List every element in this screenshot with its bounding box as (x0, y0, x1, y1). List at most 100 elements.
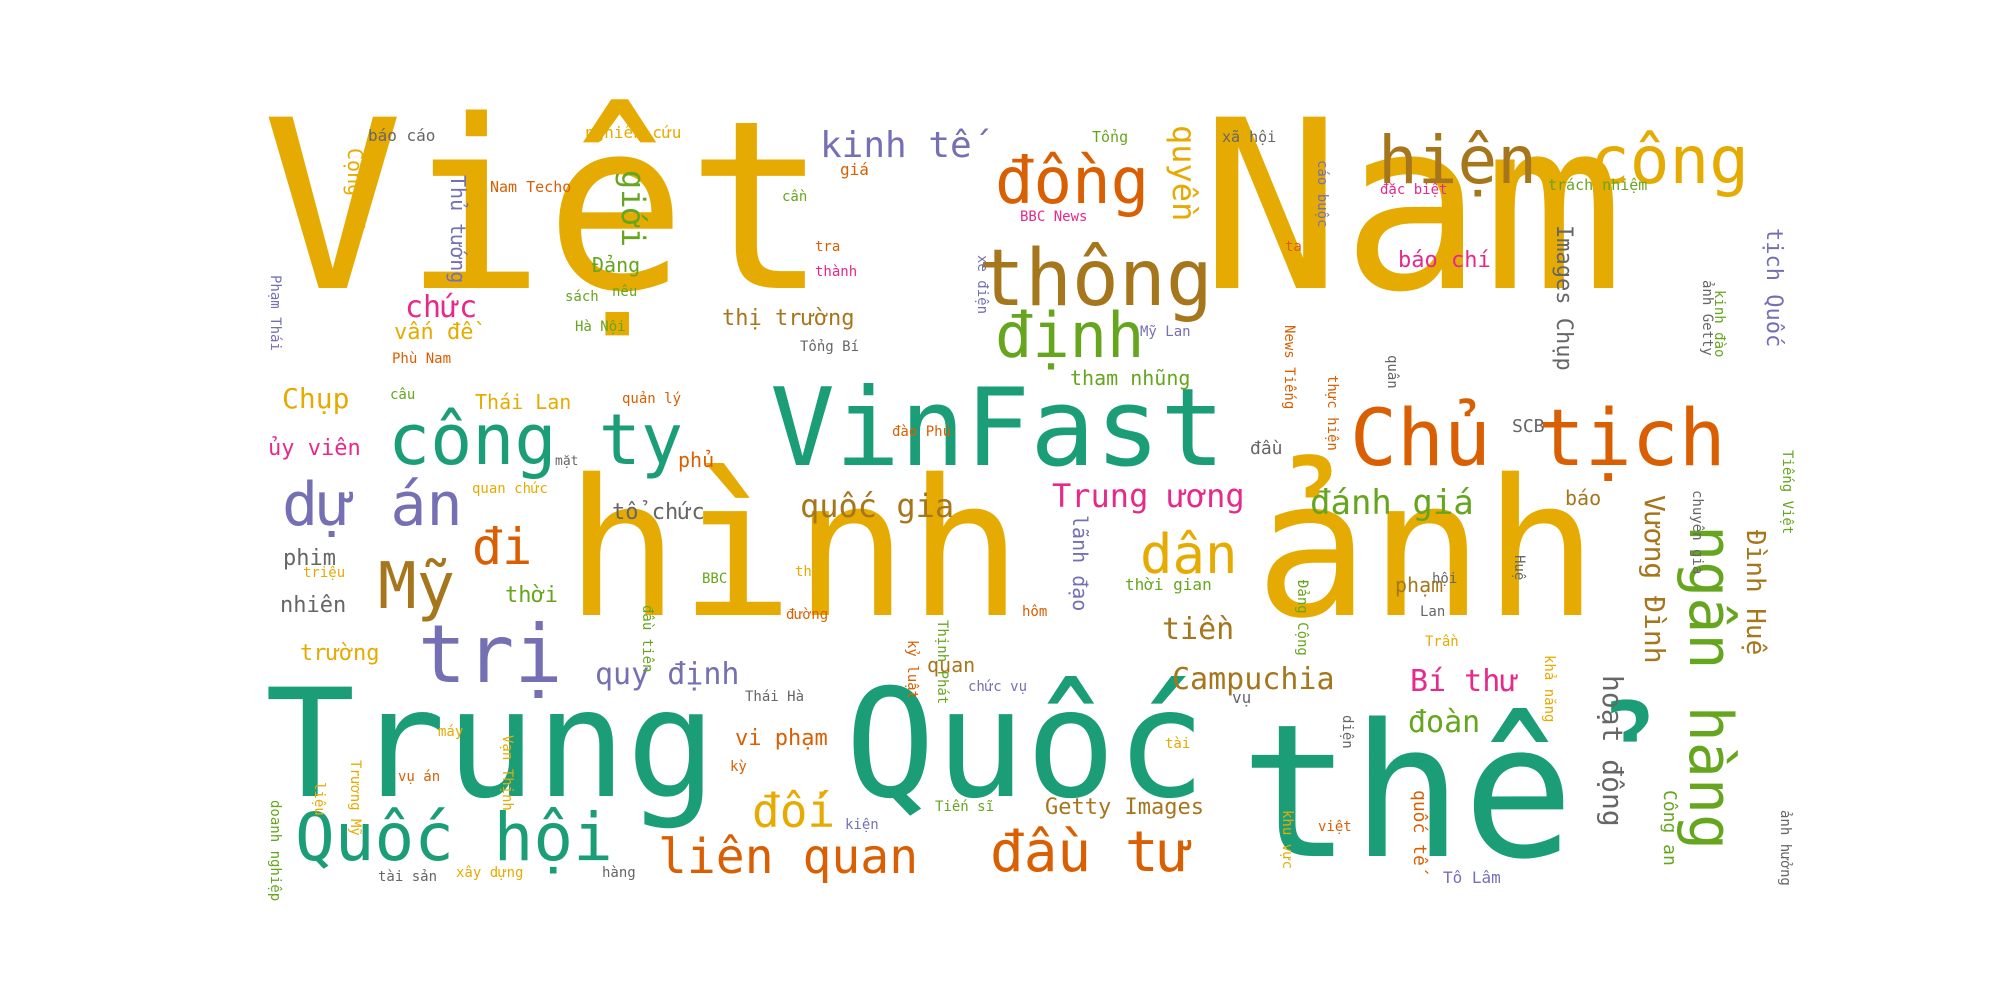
word-thai-lan: Thái Lan (475, 390, 572, 414)
word-bao: báo (1565, 486, 1602, 510)
word-viet: Việt (262, 71, 828, 344)
word-cao-buoc: cáo buộc (1314, 160, 1330, 228)
word-my: Mỹ (378, 550, 456, 624)
word-chuc-vu: chức vụ (968, 679, 1028, 695)
word-tri: trị (418, 608, 563, 701)
word-thong: thông (978, 234, 1213, 324)
word-doanh-nghiep: doanh nghiệp (267, 800, 283, 902)
word-chuyen-gia: chuyên gia (1689, 490, 1705, 575)
word-bao-cao: báo cáo (368, 126, 436, 145)
word-chuc: chức (405, 290, 478, 325)
word-tai: tài (1165, 736, 1191, 752)
word-quoc-gia: quốc gia (800, 487, 955, 525)
word-scb: SCB (1512, 416, 1545, 437)
word-duong: đường (786, 607, 829, 623)
word-pham-thai: Phạm Thái (267, 275, 283, 351)
word-thuc-hien: thực hiện (1324, 375, 1340, 451)
word-khu-vuc: khu vực (1279, 810, 1295, 870)
word-tieng-viet: Tiếng Việt (1779, 450, 1795, 535)
word-sach: sách (565, 289, 599, 305)
word-can: cần (782, 189, 808, 205)
word-xe-dien: xe điện (974, 255, 990, 315)
word-tien: tiền (1162, 612, 1235, 647)
word-tong-bi: Tổng Bí (800, 339, 860, 355)
word-quan: quan (927, 653, 976, 677)
word-hoat-dong: hoạt động (1596, 675, 1629, 827)
word-phu-nam: Phù Nam (392, 351, 452, 367)
word-xay-dung: xây dựng (456, 865, 524, 881)
word-getty-images: Getty Images (1045, 795, 1204, 820)
word-nam-techo: Nam Techo (490, 178, 572, 196)
word-tai-san: tài sản (378, 869, 438, 885)
word-dac-biet: đặc biệt (1380, 182, 1448, 198)
word-truong: trường (300, 641, 380, 666)
word-danh-gia: đánh giá (1310, 483, 1474, 523)
word-kinh-te: kinh tế (820, 125, 972, 166)
word-dang-cong: Đảng Cộng (1294, 580, 1310, 656)
word-dang: Đảng (592, 253, 641, 277)
word-quyen: quyền (1165, 125, 1203, 222)
word-thai-ha: Thái Hà (745, 689, 805, 705)
word-nghien-cuu: nghiên cứu (585, 123, 682, 142)
word-lan: Lan (1420, 604, 1446, 620)
word-doan: đoàn (1408, 705, 1481, 740)
word-lieu: liệu (311, 782, 327, 816)
word-xa-hoi: xã hội (1222, 128, 1277, 146)
word-quoc-te: quốc tế (1409, 790, 1430, 866)
word-kha-nang: khả năng (1541, 655, 1557, 723)
word-ha-noi: Hà Nội (575, 319, 626, 335)
word-chup: Chụp (282, 382, 350, 415)
word-trach-nhiem: trách nhiệm (1548, 176, 1648, 194)
word-hom: hôm (1022, 604, 1048, 620)
word-hue: Huệ (1511, 555, 1527, 581)
word-to-lam: Tô Lâm (1443, 868, 1501, 887)
word-dau: đầu (1250, 438, 1283, 459)
word-thu-tuong: Thủ tướng (446, 175, 470, 284)
word-quan-ly: quản lý (622, 391, 682, 407)
word-hang: hàng (602, 865, 636, 881)
word-uy-vien: ủy viên (268, 436, 361, 461)
word-bbc: BBC (702, 571, 728, 587)
word-anh-huong: ảnh hưởng (1777, 810, 1793, 886)
word-bao-chi: báo chí (1398, 248, 1491, 273)
word-quoc: Quốc (845, 658, 1207, 832)
word-dinh-hue: Đình Huệ (1740, 530, 1770, 656)
word-tien-si: Tiến sĩ (935, 799, 995, 815)
word-cong-san: Cộng sản (343, 148, 367, 245)
word-viet-small: việt (1318, 819, 1352, 835)
word-dau-tien: đầu tiên (639, 605, 655, 673)
word-quoc-hoi: Quốc hội (295, 799, 613, 876)
word-phu: phủ (678, 448, 715, 472)
word-bi-thu: Bí thư (1410, 664, 1519, 699)
word-dao-phu: đào Phú (892, 424, 952, 440)
word-hoi: hội (1432, 571, 1458, 587)
word-the: thể (1240, 684, 1575, 900)
word-neu: nêu (612, 284, 638, 300)
word-tong: Tổng (1092, 128, 1129, 146)
word-cau: câu (390, 387, 416, 403)
word-thanh: thành (815, 264, 858, 280)
word-di: đi (472, 518, 533, 576)
word-cong: công (1590, 122, 1749, 199)
word-to-chuc: tổ chức (612, 500, 705, 525)
word-vu: vụ (1232, 688, 1252, 707)
word-doi: đối (752, 784, 836, 838)
word-tich-quoc: tịch Quốc (1761, 228, 1786, 348)
word-vi-pham: vi phạm (735, 726, 828, 751)
word-hinh: hình (565, 439, 1023, 660)
word-dong: đồng (995, 145, 1150, 219)
word-pham: phạm (1395, 573, 1444, 597)
word-dien: diện (1339, 715, 1355, 749)
word-chu-tich: Chủ tịch (1350, 394, 1726, 484)
word-van-thinh: Vạn Thịnh (499, 735, 515, 811)
word-gia: giá (840, 160, 869, 179)
word-kien: kiện (845, 817, 879, 833)
word-nhien: nhiên (280, 593, 347, 618)
word-cong-an: Công an (1659, 790, 1680, 866)
word-may: máy (438, 724, 464, 740)
word-campuchia: Campuchia (1172, 662, 1335, 697)
word-ky-luat: kỷ luật (904, 640, 920, 700)
word-lien-quan: liên quan (658, 829, 919, 885)
word-vinfast: VinFast (770, 366, 1226, 491)
